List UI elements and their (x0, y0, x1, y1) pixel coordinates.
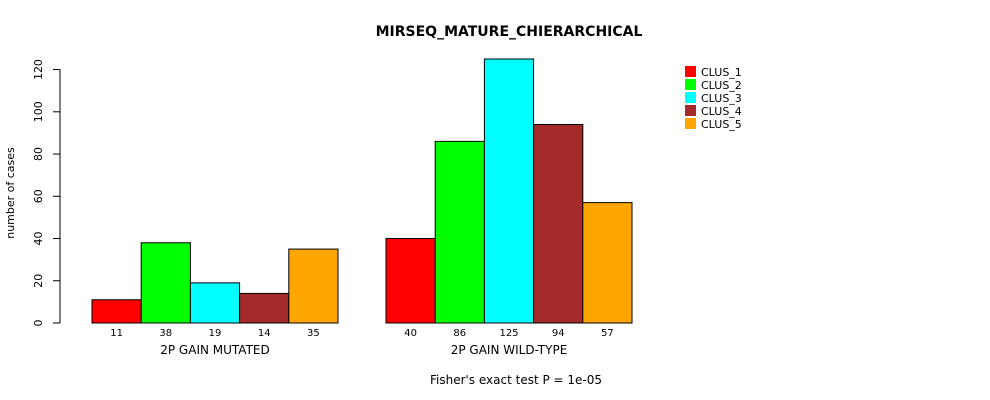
y-tick-label: 100 (32, 101, 45, 122)
group-labels: 2P GAIN MUTATED 2P GAIN WILD-TYPE (160, 343, 567, 357)
y-axis: 0 20 40 60 80 100 120 (32, 59, 61, 327)
group-label: 2P GAIN MUTATED (160, 343, 270, 357)
legend-swatch (685, 79, 696, 90)
bar-count-label: 86 (453, 328, 466, 339)
legend-label: CLUS_5 (701, 118, 742, 131)
y-tick-label: 60 (32, 189, 45, 203)
bar-clus-2 (140, 242, 191, 324)
bar-clus-5 (288, 248, 339, 324)
chart-title: MIRSEQ_MATURE_CHIERARCHICAL (376, 24, 643, 40)
bar-clus-1 (385, 238, 436, 324)
bar-count-label: 38 (159, 328, 172, 339)
bar-count-label: 19 (209, 328, 222, 339)
bar-count-label: 57 (601, 328, 614, 339)
legend-label: CLUS_2 (701, 79, 742, 92)
bar-count-label: 11 (110, 328, 123, 339)
legend-label: CLUS_4 (701, 105, 742, 118)
y-tick-label: 80 (32, 147, 45, 161)
fisher-test-annotation: Fisher's exact test P = 1e-05 (430, 373, 602, 387)
bar-count-label: 35 (307, 328, 320, 339)
bar-clus-3 (189, 282, 241, 324)
bar-clus-4 (239, 292, 290, 324)
bar-count-label: 40 (404, 328, 417, 339)
bar-clus-3 (483, 58, 535, 324)
bar-clus-2 (434, 140, 485, 324)
bar-clus-1 (91, 299, 142, 324)
bar-count-label: 94 (552, 328, 565, 339)
y-tick-label: 40 (32, 232, 45, 246)
bar-count-label: 14 (258, 328, 271, 339)
y-axis-label: number of cases (4, 147, 17, 239)
legend-swatch (685, 105, 696, 116)
legend-swatch (685, 66, 696, 77)
bar-clus-5 (582, 202, 633, 324)
bar-clus-4 (533, 123, 584, 324)
y-tick-label: 20 (32, 274, 45, 288)
bars: 11 40 38 86 19 125 14 94 35 57 (91, 58, 633, 339)
y-tick-label: 120 (32, 59, 45, 80)
legend-label: CLUS_1 (701, 66, 742, 79)
y-tick-label: 0 (32, 320, 45, 327)
legend-swatch (685, 92, 696, 103)
bar-count-label: 125 (499, 328, 518, 339)
legend-label: CLUS_3 (701, 92, 742, 105)
legend-swatch (685, 118, 696, 129)
group-label: 2P GAIN WILD-TYPE (451, 343, 568, 357)
